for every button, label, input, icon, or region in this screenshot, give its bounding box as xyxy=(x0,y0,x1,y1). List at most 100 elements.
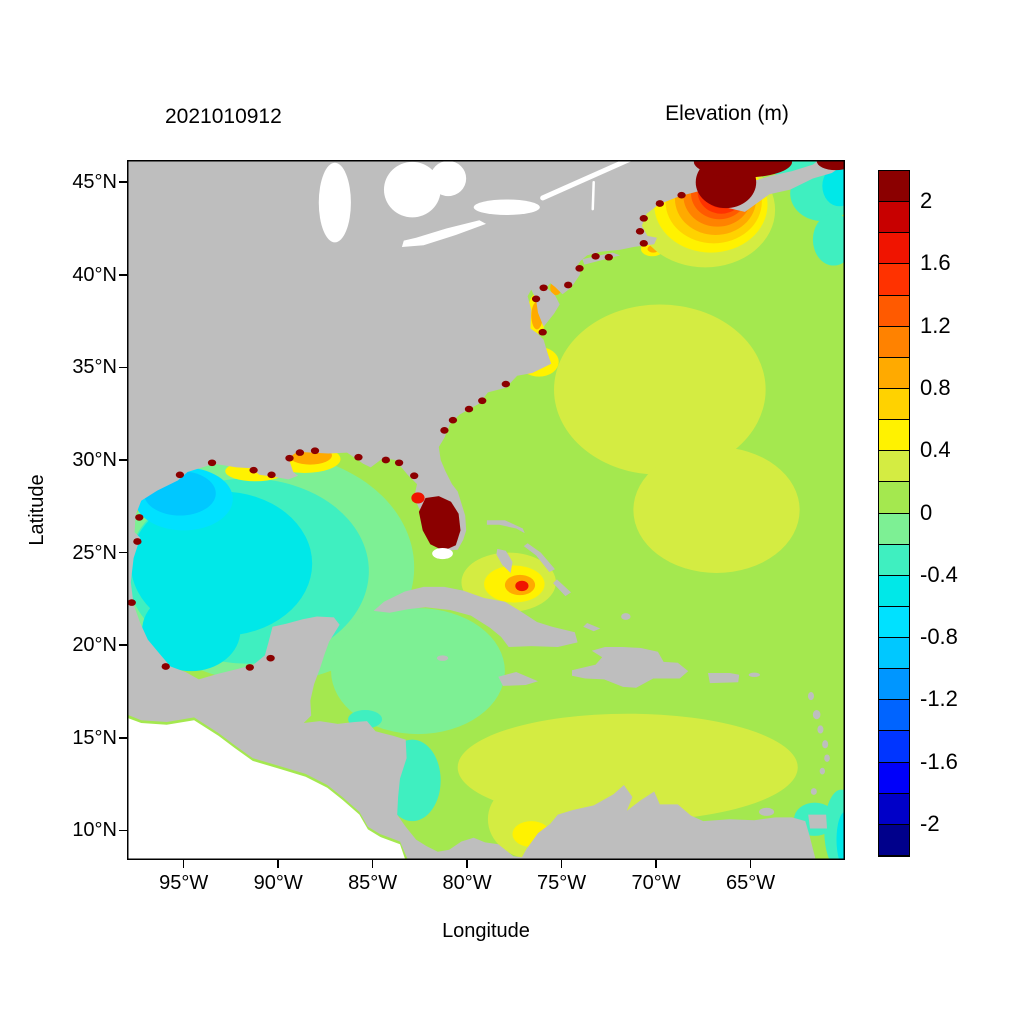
colorbar-band xyxy=(879,389,909,420)
y-tick-label: 10°N xyxy=(72,819,117,842)
land-small-island xyxy=(819,767,825,775)
coastal-high-spot xyxy=(394,459,404,467)
coastal-high-spot xyxy=(135,514,144,521)
plot-border xyxy=(127,160,845,860)
land-small-island xyxy=(817,725,824,734)
colorbar-band xyxy=(879,731,909,763)
x-tick-mark xyxy=(466,860,468,868)
colorbar-band xyxy=(879,420,909,451)
land-small-island xyxy=(759,807,775,816)
coastal-high-spot xyxy=(538,328,547,336)
tampa-bay-red xyxy=(411,492,425,504)
coastal-high-spot xyxy=(133,538,142,545)
y-tick-label: 25°N xyxy=(72,541,117,564)
colorbar-band xyxy=(879,264,909,296)
scotian-shelf-cyan xyxy=(822,165,845,207)
land-hispaniola xyxy=(572,647,689,688)
land-small-island xyxy=(824,754,830,762)
x-tick-mark xyxy=(277,860,279,868)
land-puerto-rico xyxy=(708,673,740,684)
land-eleuthera-exuma xyxy=(523,543,555,572)
colorbar-title: Elevation (m) xyxy=(665,102,789,125)
lake-champlain xyxy=(591,180,595,211)
land-small-island xyxy=(621,613,631,620)
colorbar-band xyxy=(879,514,909,545)
lake-huron xyxy=(383,161,441,218)
colorbar-band xyxy=(879,576,909,607)
coastal-high-spot xyxy=(127,599,136,606)
pacific-no-data xyxy=(127,717,406,860)
colorbar-band xyxy=(879,669,909,700)
midatlantic-yellow xyxy=(554,304,766,475)
colorbar-band xyxy=(879,825,909,856)
colorbar-band xyxy=(879,794,909,825)
lake-erie xyxy=(401,220,486,247)
land-small-island xyxy=(748,672,760,678)
florida-bay-white xyxy=(432,547,453,560)
guyana-cyan-edge xyxy=(836,811,845,860)
colorbar-tick-label: -1.2 xyxy=(920,686,958,712)
y-tick-mark xyxy=(119,459,127,461)
coastal-high-spot xyxy=(266,654,275,662)
y-tick-mark xyxy=(119,366,127,369)
land-small-island xyxy=(436,655,449,661)
land-trinidad xyxy=(808,814,827,829)
y-tick-label: 35°N xyxy=(72,356,117,379)
y-tick-mark xyxy=(119,829,127,832)
land-inagua xyxy=(583,623,601,632)
land-andros xyxy=(496,548,513,573)
colorbar-band xyxy=(879,451,909,482)
land-jamaica xyxy=(498,672,538,686)
coastal-high-spot xyxy=(410,472,419,480)
land-north-central-south-america xyxy=(127,160,816,860)
colorbar xyxy=(878,170,910,857)
lake-ontario xyxy=(473,199,540,215)
x-tick-label: 75°W xyxy=(537,872,587,894)
plot-title: 2021010912 xyxy=(165,105,282,129)
y-tick-label: 40°N xyxy=(72,263,117,286)
y-tick-label: 20°N xyxy=(72,634,117,657)
colorbar-band xyxy=(879,233,909,264)
coastal-high-spot xyxy=(448,416,458,424)
coastal-high-spot xyxy=(207,459,217,467)
x-tick-label: 65°W xyxy=(725,872,776,894)
colorbar-tick-label: 1.6 xyxy=(920,250,951,276)
coastal-high-spot xyxy=(285,454,294,462)
colorbar-tick-label: -1.6 xyxy=(920,748,958,774)
y-tick-mark xyxy=(119,644,127,646)
land-small-island xyxy=(807,692,815,701)
y-tick-mark xyxy=(119,551,127,554)
sargasso-yellow xyxy=(633,447,800,573)
colorbar-band xyxy=(879,763,909,794)
gulf-stlawrence-maroon-corner xyxy=(816,160,845,171)
nw-caribbean-light-green xyxy=(331,608,505,735)
colorbar-tick-label: -0.4 xyxy=(920,561,958,587)
land-small-island xyxy=(812,710,821,720)
colorbar-band xyxy=(879,202,909,233)
x-tick-label: 70°W xyxy=(631,872,681,894)
coastal-high-spot xyxy=(604,253,613,261)
x-tick-mark xyxy=(560,860,563,868)
coastal-high-spot xyxy=(501,380,510,388)
colorbar-band xyxy=(879,700,909,731)
y-tick-label: 15°N xyxy=(72,726,117,749)
land-cuba xyxy=(373,586,578,647)
x-tick-label: 80°W xyxy=(442,872,492,894)
coastal-high-spot xyxy=(267,471,276,479)
colorbar-tick-label: -2 xyxy=(920,810,940,836)
land-nova-scotia xyxy=(724,160,845,212)
colorbar-band xyxy=(879,545,909,576)
lake-michigan xyxy=(318,162,351,243)
coastal-high-spot xyxy=(591,252,600,260)
coastal-high-spot xyxy=(655,200,664,207)
coastal-high-spot xyxy=(531,295,541,303)
y-tick-mark xyxy=(119,274,127,276)
coastal-high-spot xyxy=(564,281,573,289)
colorbar-tick-label: -0.8 xyxy=(920,624,958,650)
bahamas-red xyxy=(515,580,529,592)
georgian-bay xyxy=(430,160,467,197)
x-tick-mark xyxy=(749,860,752,868)
land-grand-bahama-abaco xyxy=(486,520,525,534)
coastal-high-spot xyxy=(539,284,548,292)
colorbar-tick-label: 0 xyxy=(920,499,933,525)
